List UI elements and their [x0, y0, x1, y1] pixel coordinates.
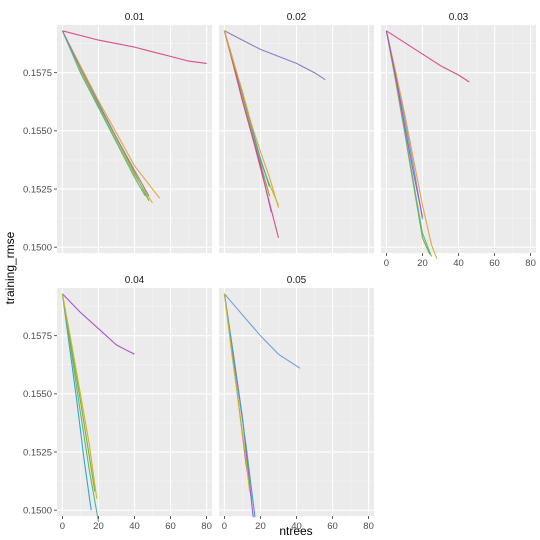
x-tick-label: 80	[525, 258, 536, 269]
y-tick-label: 0.1575	[23, 68, 52, 79]
facet-strip	[57, 8, 212, 25]
facet-panel-0.02: 0.02	[219, 8, 374, 253]
facet-strip	[381, 8, 536, 25]
facet-strip-label: 0.03	[449, 12, 469, 23]
facet-strip	[219, 271, 374, 288]
series-line-5	[223, 293, 251, 492]
x-tick-label: 0	[384, 258, 389, 269]
y-tick-label: 0.1525	[23, 447, 52, 458]
x-tick-label: 0	[60, 521, 65, 532]
facet-strip-label: 0.05	[287, 275, 307, 286]
series-line-4	[223, 293, 256, 518]
y-tick-label: 0.1550	[23, 126, 52, 137]
series-line-1	[386, 30, 470, 83]
x-tick-label: 40	[453, 258, 464, 269]
facet-strip-label: 0.02	[287, 12, 307, 23]
y-axis-title: training_rmse	[3, 231, 17, 304]
facet-strip-label: 0.01	[125, 12, 145, 23]
x-tick-label: 40	[129, 521, 140, 532]
x-tick-label: 20	[417, 258, 428, 269]
x-tick-label: 20	[255, 521, 266, 532]
labels-layer: 0.1500 0.1525 0.1550 0.1575 0 20 40 60 80 0 20 40 60…	[23, 68, 536, 532]
series-line-6	[61, 30, 150, 197]
y-tick-label: 0.1500	[23, 242, 52, 253]
series-line-6	[223, 30, 280, 239]
series-line-6	[385, 30, 424, 218]
series-line-5	[385, 30, 438, 259]
facet-panel-0.03: 0.03	[381, 8, 536, 259]
x-tick-label: 60	[327, 521, 338, 532]
series-line-1	[223, 293, 301, 369]
series-line-7	[223, 30, 280, 208]
x-axis-title: ntrees	[279, 524, 312, 538]
y-tick-label: 0.1550	[23, 389, 52, 400]
series-line-1	[62, 293, 135, 355]
facet-panel-0.01: 0.01	[54, 8, 212, 253]
series-line-4	[61, 293, 96, 492]
y-tick-label: 0.1575	[23, 331, 52, 342]
series-line-1	[62, 30, 207, 64]
facet-strip	[57, 271, 212, 288]
panels-layer: 0.01 0.02 0.03 0.04 0.05	[54, 8, 536, 522]
x-tick-label: 60	[165, 521, 176, 532]
x-tick-label: 0	[222, 521, 227, 532]
y-tick-label: 0.1500	[23, 505, 52, 516]
series-line-1	[224, 30, 326, 81]
x-tick-label: 60	[489, 258, 500, 269]
series-line-5	[61, 30, 161, 199]
series-line-5	[61, 293, 98, 499]
x-tick-label: 20	[93, 521, 104, 532]
x-tick-label: 40	[291, 521, 302, 532]
x-tick-label: 80	[201, 521, 212, 532]
facet-panel-0.04: 0.04	[54, 271, 212, 522]
series-line-4	[61, 30, 146, 197]
facet-panel-0.05: 0.05	[219, 271, 374, 519]
y-tick-label: 0.1525	[23, 184, 52, 195]
x-tick-label: 80	[363, 521, 374, 532]
series-line-2	[61, 293, 92, 511]
facet-strip	[219, 8, 374, 25]
facet-strip-label: 0.04	[125, 275, 145, 286]
